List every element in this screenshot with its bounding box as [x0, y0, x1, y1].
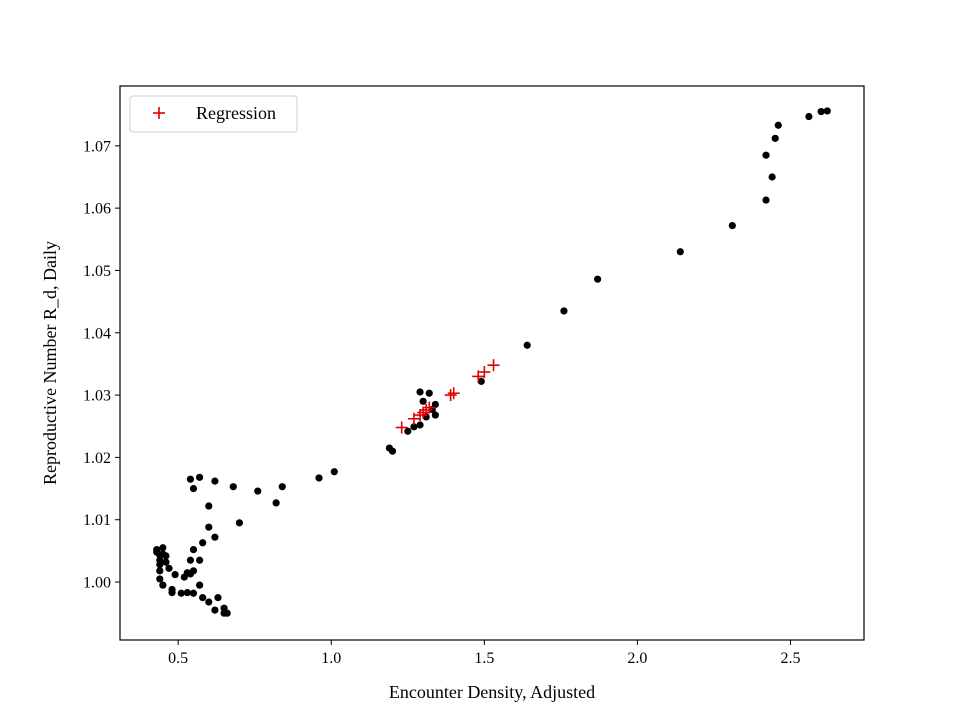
data-point: [214, 594, 222, 602]
data-point: [235, 519, 244, 527]
data-point: [189, 567, 198, 575]
data-point: [425, 389, 433, 397]
regression-point: [407, 412, 420, 425]
regression-point: [478, 366, 491, 379]
regression-point: [395, 421, 408, 434]
data-point: [183, 589, 191, 597]
data-point: [477, 377, 485, 385]
data-point: [278, 483, 286, 491]
data-point: [762, 196, 770, 204]
data-point: [159, 581, 167, 589]
regression-point: [487, 359, 500, 372]
data-point: [404, 427, 412, 435]
data-point: [196, 581, 204, 589]
regression-point: [444, 389, 457, 402]
data-point: [177, 589, 185, 597]
x-tick-label: 2.5: [781, 650, 801, 667]
x-axis: 0.5 1.0 1.5 2.0 2.5: [168, 640, 801, 667]
data-point: [159, 544, 167, 552]
y-tick-label: 1.07: [83, 138, 111, 155]
data-point: [153, 548, 161, 556]
data-point: [211, 533, 219, 541]
data-point: [594, 275, 602, 283]
regression-point: [417, 406, 430, 419]
data-point: [162, 558, 170, 566]
y-tick-label: 1.01: [83, 512, 111, 529]
data-point: [330, 468, 338, 476]
data-point: [388, 447, 397, 455]
data-point: [560, 307, 568, 315]
data-point: [205, 502, 213, 510]
data-point: [186, 475, 195, 483]
data-point: [817, 107, 825, 116]
data-point: [431, 411, 439, 419]
plot-frame: [119, 85, 865, 641]
plot-marks: [153, 107, 831, 617]
x-tick-label: 0.5: [168, 650, 188, 667]
data-point: [189, 484, 198, 493]
x-tick-label: 2.0: [627, 650, 647, 667]
data-point: [410, 423, 418, 431]
data-point: [199, 539, 207, 547]
data-point: [156, 560, 164, 569]
data-point: [196, 473, 204, 481]
data-point: [199, 594, 207, 602]
y-tick-label: 1.06: [83, 201, 111, 218]
data-point: [186, 556, 195, 564]
data-point: [189, 546, 198, 554]
data-point: [762, 151, 770, 159]
data-point: [196, 556, 204, 564]
y-tick-label: 1.05: [83, 263, 111, 280]
data-point: [165, 564, 173, 572]
data-point: [229, 483, 237, 491]
regression-point: [447, 387, 460, 400]
regression-point: [414, 409, 427, 422]
data-point: [823, 107, 831, 115]
data-point: [171, 570, 179, 579]
y-tick-label: 1.02: [83, 450, 111, 467]
data-point: [189, 589, 198, 597]
data-point: [416, 388, 424, 396]
x-tick-label: 1.5: [474, 650, 494, 667]
regression-point: [423, 401, 436, 414]
y-tick-label: 1.04: [83, 325, 111, 342]
data-point: [523, 341, 531, 349]
data-point: [211, 477, 219, 485]
data-point: [205, 598, 213, 606]
data-point: [768, 173, 776, 181]
data-point: [315, 474, 323, 482]
data-point: [156, 567, 164, 575]
data-point: [676, 248, 684, 256]
data-point: [419, 397, 427, 405]
data-point: [211, 606, 219, 614]
y-axis-title: Reproductive Number R_d, Daily: [40, 241, 60, 485]
data-point: [805, 112, 813, 121]
legend-marker-regression: [153, 107, 165, 119]
data-point: [771, 134, 779, 142]
data-point: [416, 421, 424, 429]
data-point: [168, 589, 176, 597]
regression-point: [420, 404, 433, 417]
data-point: [431, 400, 439, 409]
x-tick-label: 1.0: [321, 650, 341, 667]
legend-label-regression: Regression: [196, 103, 276, 123]
y-axis: 1.00 1.01 1.02 1.03 1.04 1.05 1.06 1.07: [83, 138, 120, 592]
legend: Regression: [129, 95, 298, 133]
data-point: [774, 121, 782, 129]
data-point: [272, 499, 280, 507]
y-tick-label: 1.00: [83, 575, 111, 592]
data-point: [254, 487, 262, 495]
data-point: [156, 575, 164, 583]
data-point: [223, 609, 231, 617]
y-tick-label: 1.03: [83, 388, 111, 405]
data-point: [162, 552, 170, 560]
x-axis-title: Encounter Density, Adjusted: [389, 682, 595, 702]
legend-box: [129, 95, 298, 133]
data-point: [205, 523, 213, 531]
regression-point: [472, 370, 485, 383]
data-point: [728, 221, 736, 230]
